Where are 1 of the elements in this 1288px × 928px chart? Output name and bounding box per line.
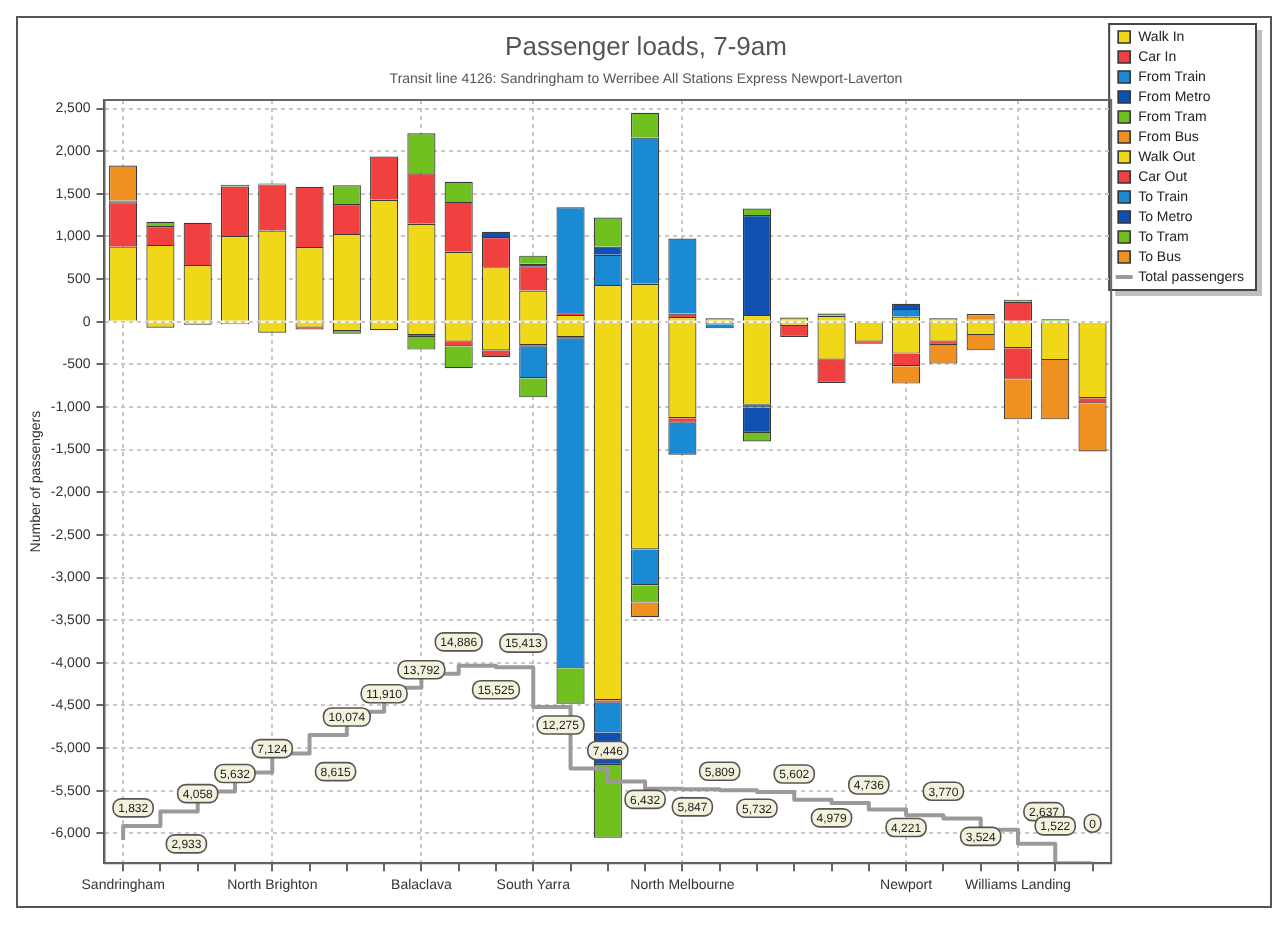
chart-title: Passenger loads, 7-9am bbox=[505, 30, 787, 61]
